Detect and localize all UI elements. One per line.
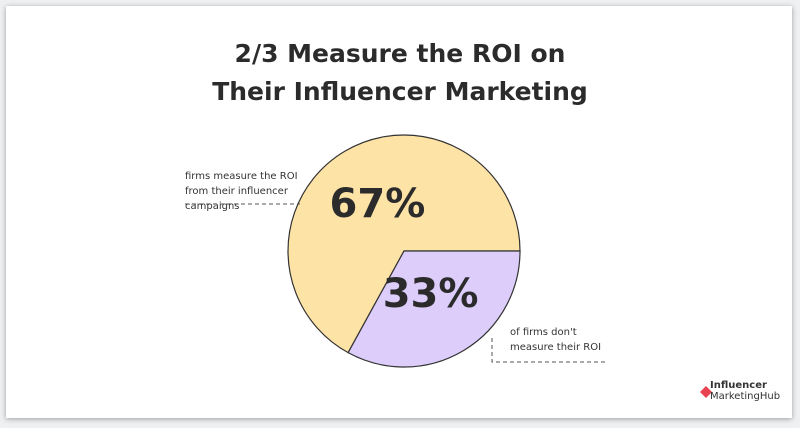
leader-line: [491, 338, 606, 363]
slice-annotation: firms measure the ROI from their influen…: [185, 171, 298, 212]
value-label: 67%: [330, 181, 426, 227]
value-label: 33%: [383, 271, 479, 317]
pie-slice: [287, 134, 521, 354]
chart-title: Their Influencer Marketing: [212, 77, 588, 106]
logo-text: Influencer: [710, 380, 767, 391]
logo-text: MarketingHub: [710, 391, 781, 402]
logo-icon: [700, 386, 712, 398]
pie-slice: [347, 250, 521, 368]
slice-annotation: of firms don't measure their ROI: [510, 327, 602, 353]
chart-title: 2/3 Measure the ROI on: [235, 39, 566, 68]
logo: Influencer MarketingHub: [710, 380, 780, 402]
